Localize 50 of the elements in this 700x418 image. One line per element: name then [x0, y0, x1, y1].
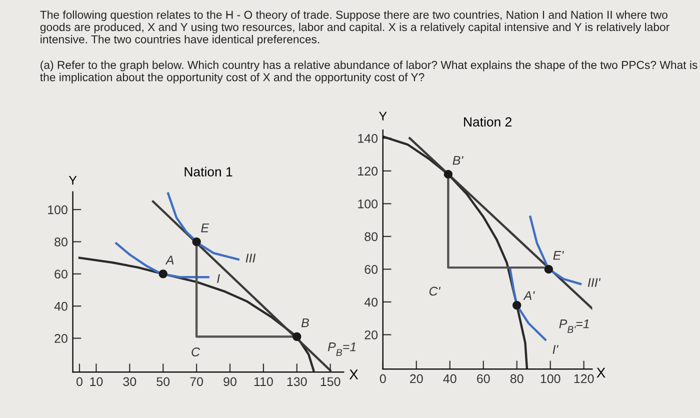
x-tick-label: 50 [156, 377, 170, 386]
series-label: PB'=1 [559, 320, 589, 333]
series-label: III [246, 254, 256, 262]
series-label: B' [452, 156, 464, 165]
x-tick-label: 130 [287, 377, 307, 386]
y-tick-label: 20 [364, 330, 378, 340]
y-axis-title: Y [68, 176, 77, 185]
x-tick-label: 60 [477, 374, 490, 384]
x-axis-title: X [349, 370, 358, 380]
x-tick-label: 150 [320, 377, 340, 386]
x-tick-label: 30 [123, 377, 136, 386]
series-label: PB=1 [328, 342, 356, 356]
series-label: III' [588, 278, 601, 287]
chart-title: Nation 2 [464, 116, 512, 127]
y-tick-label: 20 [54, 334, 68, 343]
y-tick-label: 80 [54, 238, 68, 246]
x-tick-label: 70 [190, 377, 204, 386]
x-tick-label: 100 [540, 374, 560, 384]
text: (a) Refer to the graph below. Which country has a relative abundance of labor? What explains the shape of the two PPCs? What is the implication about the opportunity cost of X and the opportunity cost of Y? [40, 60, 698, 84]
x-tick-label: 80 [510, 374, 524, 384]
y-tick-label: 80 [364, 232, 378, 242]
series-label: A' [523, 291, 535, 300]
series-label: E [201, 224, 210, 232]
x-tick-label: 90 [224, 377, 236, 386]
x-tick-label: 0 [380, 374, 386, 384]
x-tick-label: 0 [76, 377, 82, 386]
x-tick-label: 40 [443, 374, 456, 384]
series-label: E' [553, 251, 564, 260]
series-label: C' [429, 286, 441, 296]
y-tick-label: 60 [54, 270, 68, 279]
x-tick-label: 120 [574, 374, 594, 384]
x-tick-label: 20 [410, 374, 423, 384]
series-label: A [165, 256, 174, 264]
series-label: C [192, 348, 200, 356]
y-tick-label: 120 [358, 166, 378, 176]
y-tick-label: 60 [364, 265, 378, 274]
text: The following question relates to the H - O theory of trade. Suppose there are two countries, Nation I and Nation II where two goods are produced, X and Y using two resources, labor and capital. X is a relatively capital intensive and Y is relatively labor intensive. The two countries have identical preferences. [40, 10, 670, 46]
y-tick-label: 100 [358, 199, 378, 208]
y-tick-label: 40 [364, 298, 378, 307]
y-axis-title: Y [379, 112, 387, 120]
series-label: B [301, 318, 309, 328]
y-tick-label: 40 [54, 302, 68, 311]
y-tick-label: 140 [358, 134, 378, 143]
y-tick-label: 100 [48, 205, 68, 214]
x-axis-title: X [596, 368, 606, 378]
series-label: I' [552, 345, 558, 354]
x-tick-label: 10 [90, 377, 103, 386]
series-label: I [217, 274, 220, 283]
x-tick-label: 110 [254, 377, 273, 386]
chart-title: Nation 1 [184, 166, 232, 176]
